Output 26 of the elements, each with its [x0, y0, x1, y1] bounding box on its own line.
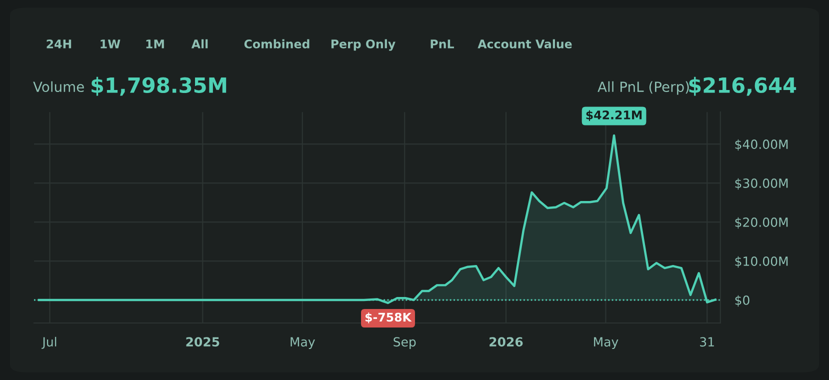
y-tick-label: $10.00M	[735, 256, 788, 268]
text: Account Value	[478, 39, 572, 48]
text: $1,798.35M	[92, 76, 226, 96]
x-tick-label: May	[594, 337, 618, 349]
y-tick-label: $0	[735, 295, 750, 307]
x-tick-label: 2026	[490, 337, 523, 347]
y-tick-label: $30.00M	[735, 178, 788, 190]
text: Combined	[244, 39, 310, 48]
x-tick-label: Sep	[394, 337, 416, 349]
x-tick-label: Jul	[42, 336, 56, 349]
text: Volume	[33, 81, 84, 92]
x-tick-label: 2025	[186, 337, 220, 347]
annotation: $-758K	[365, 312, 412, 324]
y-tick-label: $40.00M	[735, 139, 788, 151]
y-tick-label: $20.00M	[735, 217, 788, 229]
text: PnL	[430, 40, 454, 48]
text: All	[191, 39, 208, 48]
x-tick-label: May	[290, 337, 315, 349]
text: 24H	[46, 39, 72, 48]
text: 1W	[100, 40, 120, 48]
text: Perp Only	[331, 39, 396, 51]
text: $216,644	[689, 76, 796, 96]
text: All PnL (Perp)	[598, 81, 689, 95]
text: 1M	[146, 40, 164, 48]
x-tick-label: 31	[700, 337, 714, 347]
annotation: $42.21M	[586, 110, 642, 121]
